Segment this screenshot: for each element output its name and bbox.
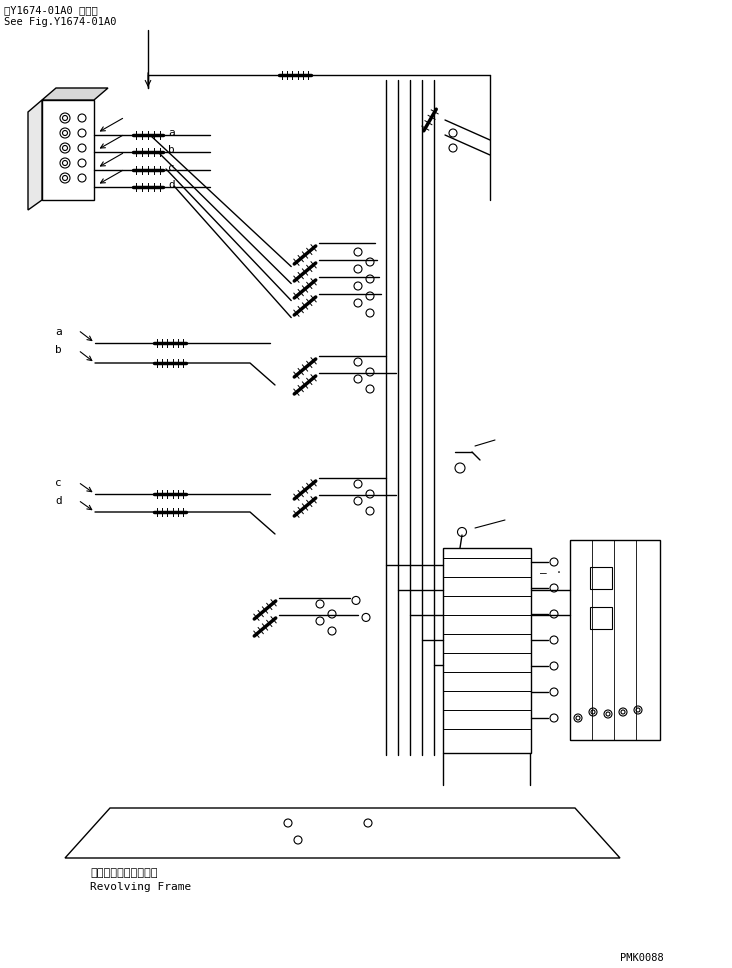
Bar [590,567,612,589]
Text: –: – [540,568,547,578]
Bar [42,100,94,200]
Text: レボルビングフレーム: レボルビングフレーム [90,868,157,878]
Text: PMK0088: PMK0088 [620,953,664,963]
Text: d: d [168,180,175,190]
Text: c: c [168,163,175,173]
Bar [443,548,531,753]
Text: ·: · [556,568,562,578]
Bar [570,540,660,740]
Polygon shape [42,88,108,100]
Text: See Fig.Y1674-01A0: See Fig.Y1674-01A0 [4,17,116,27]
Text: a: a [55,327,61,337]
Text: Revolving Frame: Revolving Frame [90,882,191,892]
Bar [590,607,612,629]
Text: a: a [168,128,175,138]
Text: 第Y1674-01A0 図参照: 第Y1674-01A0 図参照 [4,5,98,15]
Text: b: b [168,145,175,155]
Text: d: d [55,496,61,506]
Text: c: c [55,478,61,488]
Text: b: b [55,345,61,355]
Polygon shape [28,100,42,210]
